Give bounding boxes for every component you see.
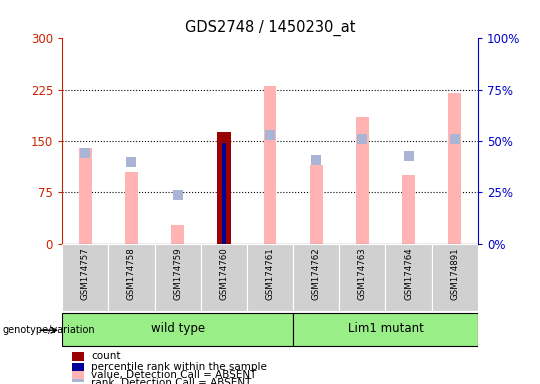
Bar	[154, 244, 201, 311]
Bar	[310, 165, 322, 244]
Bar	[293, 244, 339, 311]
Text: value, Detection Call = ABSENT: value, Detection Call = ABSENT	[91, 370, 256, 380]
Bar	[247, 244, 293, 311]
Bar	[339, 244, 386, 311]
Text: GSM174757: GSM174757	[80, 247, 90, 300]
Bar	[264, 86, 276, 244]
Text: GSM174891: GSM174891	[450, 247, 460, 300]
Text: genotype/variation: genotype/variation	[3, 325, 96, 335]
Bar	[62, 313, 293, 346]
Text: percentile rank within the sample: percentile rank within the sample	[91, 362, 267, 372]
Bar	[72, 363, 84, 372]
Text: count: count	[91, 351, 121, 361]
Bar	[72, 379, 84, 384]
Bar	[386, 244, 431, 311]
Text: rank, Detection Call = ABSENT: rank, Detection Call = ABSENT	[91, 378, 252, 384]
Bar	[62, 244, 109, 311]
Bar	[125, 172, 138, 244]
Bar	[356, 117, 369, 244]
Bar	[217, 132, 231, 244]
Bar	[448, 93, 461, 244]
Bar	[171, 225, 184, 244]
Bar	[293, 313, 478, 346]
Bar	[79, 148, 92, 244]
Text: GSM174763: GSM174763	[358, 247, 367, 300]
Bar	[201, 244, 247, 311]
Text: GSM174761: GSM174761	[266, 247, 274, 300]
Text: GSM174759: GSM174759	[173, 247, 182, 300]
Text: Lim1 mutant: Lim1 mutant	[348, 322, 423, 335]
Bar	[109, 244, 154, 311]
Bar	[72, 371, 84, 381]
Text: GSM174758: GSM174758	[127, 247, 136, 300]
Title: GDS2748 / 1450230_at: GDS2748 / 1450230_at	[185, 20, 355, 36]
Bar	[402, 175, 415, 244]
Bar	[221, 143, 226, 244]
Text: GSM174764: GSM174764	[404, 247, 413, 300]
Text: GSM174760: GSM174760	[219, 247, 228, 300]
Text: wild type: wild type	[151, 322, 205, 335]
Bar	[72, 352, 84, 361]
Text: GSM174762: GSM174762	[312, 247, 321, 300]
Bar	[431, 244, 478, 311]
